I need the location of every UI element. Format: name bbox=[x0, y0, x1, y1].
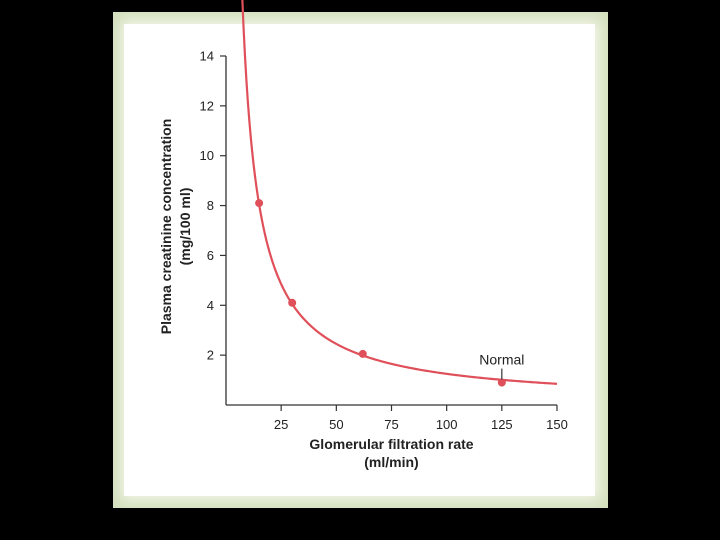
series-curve bbox=[241, 0, 558, 385]
x-tick-label: 25 bbox=[274, 417, 288, 432]
annotation-label: Normal bbox=[479, 352, 524, 368]
annotation-normal: Normal bbox=[479, 352, 524, 380]
x-axis-title-line-2: (ml/min) bbox=[364, 454, 418, 470]
curves bbox=[241, 0, 558, 385]
data-point bbox=[255, 199, 264, 208]
y-tick-label: 2 bbox=[207, 348, 214, 363]
x-tick-label: 125 bbox=[491, 417, 513, 432]
data-point bbox=[288, 298, 297, 307]
x-axis-title-line-1: Glomerular filtration rate bbox=[309, 436, 473, 452]
y-tick-label: 14 bbox=[200, 49, 214, 64]
y-axis-title-line-2: (mg/100 ml) bbox=[177, 188, 193, 266]
y-ticks: 2 4 6 8 10 12 14 bbox=[200, 49, 226, 363]
data-point bbox=[497, 378, 506, 387]
x-tick-label: 100 bbox=[436, 417, 458, 432]
data-points bbox=[255, 199, 506, 387]
y-axis-title-line-1: Plasma creatinine concentration bbox=[158, 119, 174, 335]
x-tick-label: 50 bbox=[329, 417, 343, 432]
chart-panel bbox=[124, 24, 595, 496]
y-tick-label: 10 bbox=[200, 148, 214, 163]
y-tick-label: 6 bbox=[207, 248, 214, 263]
x-tick-label: 75 bbox=[384, 417, 398, 432]
y-tick-label: 12 bbox=[200, 98, 214, 113]
y-axis-title: Plasma creatinine concentration (mg/100 … bbox=[158, 119, 193, 335]
y-tick-label: 4 bbox=[207, 298, 214, 313]
x-ticks: 25 50 75 100 125 150 bbox=[274, 405, 568, 432]
y-tick-label: 8 bbox=[207, 198, 214, 213]
data-point bbox=[358, 349, 367, 358]
x-axis-title: Glomerular filtration rate (ml/min) bbox=[309, 436, 473, 470]
x-tick-label: 150 bbox=[546, 417, 568, 432]
